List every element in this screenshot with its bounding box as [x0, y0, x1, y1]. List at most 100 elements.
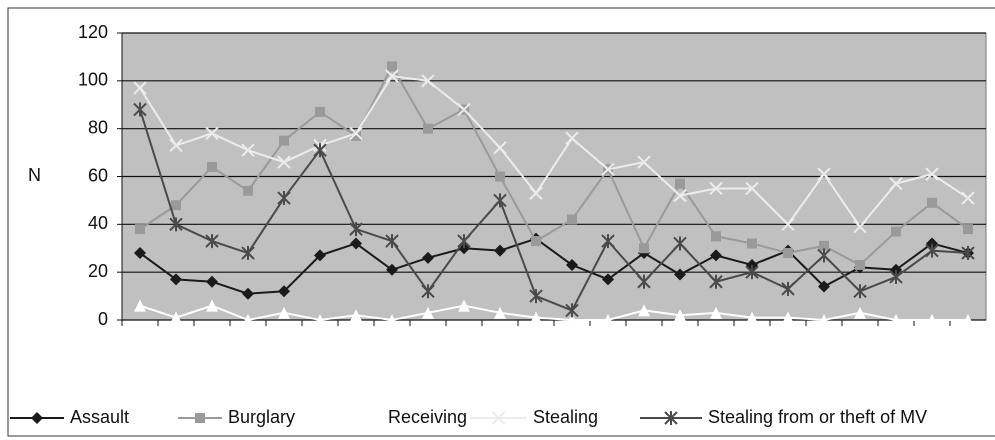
marker	[314, 249, 326, 262]
marker	[637, 155, 651, 169]
marker	[529, 186, 543, 200]
marker	[961, 246, 975, 261]
marker	[853, 284, 867, 299]
marker	[818, 280, 830, 293]
marker	[601, 162, 615, 177]
marker	[817, 248, 831, 263]
marker	[781, 217, 795, 232]
marker	[531, 236, 541, 247]
marker	[566, 314, 578, 326]
marker	[386, 263, 398, 276]
marker	[853, 220, 867, 234]
marker	[781, 281, 795, 296]
marker	[639, 243, 649, 254]
marker	[457, 234, 471, 249]
marker	[349, 126, 363, 141]
marker	[337, 412, 350, 424]
marker	[135, 224, 145, 235]
marker	[927, 197, 937, 208]
legend-label: Assault	[70, 407, 129, 427]
marker	[495, 171, 505, 182]
marker	[674, 268, 686, 281]
marker	[351, 130, 361, 141]
marker	[963, 224, 973, 235]
marker	[817, 167, 831, 181]
marker	[530, 311, 542, 324]
y-tick-label: 80	[88, 117, 108, 137]
marker	[134, 299, 146, 312]
marker	[746, 311, 758, 324]
legend-label: Stealing from or theft of MV	[708, 407, 927, 427]
marker	[962, 314, 974, 326]
y-tick-label: 100	[78, 70, 108, 90]
marker	[195, 413, 205, 423]
marker	[567, 214, 577, 225]
marker	[637, 274, 651, 289]
marker	[565, 303, 579, 318]
marker	[673, 236, 687, 251]
y-tick-label: 0	[98, 309, 108, 329]
marker	[493, 141, 507, 155]
marker	[170, 273, 182, 286]
marker	[711, 231, 721, 242]
marker	[925, 167, 939, 181]
marker	[422, 306, 434, 319]
marker	[926, 314, 938, 326]
marker	[709, 274, 723, 289]
marker	[206, 299, 218, 312]
marker	[278, 306, 290, 319]
marker	[710, 306, 722, 319]
marker	[278, 285, 290, 298]
marker	[602, 314, 614, 326]
series-line	[139, 74, 969, 229]
y-tick-label: 120	[78, 22, 108, 42]
marker	[241, 143, 255, 157]
marker	[243, 185, 253, 196]
marker	[170, 311, 182, 324]
marker	[205, 126, 219, 141]
y-tick-label: 20	[88, 261, 108, 281]
marker	[314, 314, 326, 326]
marker	[169, 217, 183, 232]
marker	[491, 411, 506, 425]
marker	[169, 138, 183, 153]
marker	[890, 314, 902, 326]
marker	[387, 61, 397, 72]
marker	[494, 306, 506, 319]
marker	[315, 106, 325, 117]
marker	[242, 314, 254, 326]
legend-label: Burglary	[228, 407, 295, 427]
marker	[422, 251, 434, 264]
marker	[566, 258, 578, 271]
marker	[206, 275, 218, 288]
marker	[277, 155, 291, 169]
marker	[818, 314, 830, 326]
marker	[601, 234, 615, 249]
marker	[494, 244, 506, 257]
marker	[925, 243, 939, 258]
marker	[819, 240, 829, 251]
marker	[638, 304, 650, 317]
marker	[673, 188, 687, 203]
marker	[279, 135, 289, 146]
legend-label: Stealing	[533, 407, 598, 427]
y-tick-label: 40	[88, 213, 108, 233]
marker	[602, 273, 614, 286]
marker	[783, 248, 793, 259]
marker	[565, 131, 579, 145]
y-tick-label: 60	[88, 165, 108, 185]
marker	[31, 412, 43, 424]
marker	[855, 259, 865, 270]
legend-label: Receiving	[388, 407, 467, 427]
series-line	[139, 64, 969, 267]
marker	[242, 287, 254, 300]
marker	[133, 81, 147, 95]
marker	[349, 222, 363, 237]
marker	[745, 265, 759, 280]
marker	[854, 306, 866, 319]
marker	[961, 191, 975, 205]
marker	[241, 246, 255, 261]
marker	[350, 309, 362, 322]
marker	[207, 161, 217, 172]
